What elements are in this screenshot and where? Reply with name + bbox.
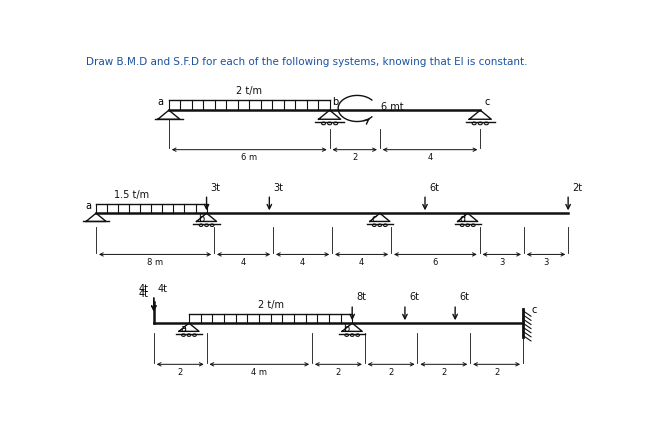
Text: 2: 2 bbox=[336, 368, 341, 377]
Text: 2 t/m: 2 t/m bbox=[258, 300, 284, 310]
Text: 6 m: 6 m bbox=[241, 153, 257, 162]
Text: 6t: 6t bbox=[409, 293, 419, 302]
Text: 6 mt: 6 mt bbox=[381, 102, 404, 112]
Text: 6: 6 bbox=[433, 258, 438, 267]
Text: 4: 4 bbox=[241, 258, 246, 267]
Text: 3: 3 bbox=[499, 258, 504, 267]
Text: a: a bbox=[158, 97, 164, 107]
Text: 3t: 3t bbox=[211, 182, 220, 193]
Text: 2: 2 bbox=[441, 368, 446, 377]
Text: 2: 2 bbox=[389, 368, 394, 377]
Text: 1.5 t/m: 1.5 t/m bbox=[113, 190, 149, 200]
Text: 3t: 3t bbox=[273, 182, 283, 193]
Text: 4: 4 bbox=[300, 258, 305, 267]
Text: 2: 2 bbox=[178, 368, 183, 377]
Text: 2: 2 bbox=[352, 153, 357, 162]
Text: d: d bbox=[459, 214, 465, 224]
Text: 6t: 6t bbox=[429, 182, 439, 193]
Text: 4: 4 bbox=[359, 258, 364, 267]
Text: 2: 2 bbox=[494, 368, 499, 377]
Text: c: c bbox=[484, 97, 490, 107]
Text: a: a bbox=[85, 202, 91, 211]
Text: c: c bbox=[532, 305, 537, 314]
Text: Draw B.M.D and S.F.D for each of the following systems, knowing that EI is const: Draw B.M.D and S.F.D for each of the fol… bbox=[86, 57, 527, 67]
Text: 4t: 4t bbox=[139, 284, 149, 294]
Text: 4t: 4t bbox=[158, 284, 168, 294]
Text: b: b bbox=[332, 97, 338, 107]
Text: a: a bbox=[180, 325, 187, 334]
Text: b: b bbox=[198, 214, 204, 224]
Text: c: c bbox=[372, 214, 377, 224]
Text: 2 t/m: 2 t/m bbox=[237, 86, 262, 96]
Text: 4: 4 bbox=[428, 153, 433, 162]
Text: 6t: 6t bbox=[459, 293, 469, 302]
Text: 8 m: 8 m bbox=[147, 258, 163, 267]
Text: b: b bbox=[343, 325, 350, 334]
Text: 8t: 8t bbox=[356, 293, 366, 302]
Text: 4 m: 4 m bbox=[251, 368, 267, 377]
Text: 4t: 4t bbox=[139, 289, 149, 299]
Text: 2t: 2t bbox=[572, 182, 583, 193]
Text: 3: 3 bbox=[543, 258, 549, 267]
